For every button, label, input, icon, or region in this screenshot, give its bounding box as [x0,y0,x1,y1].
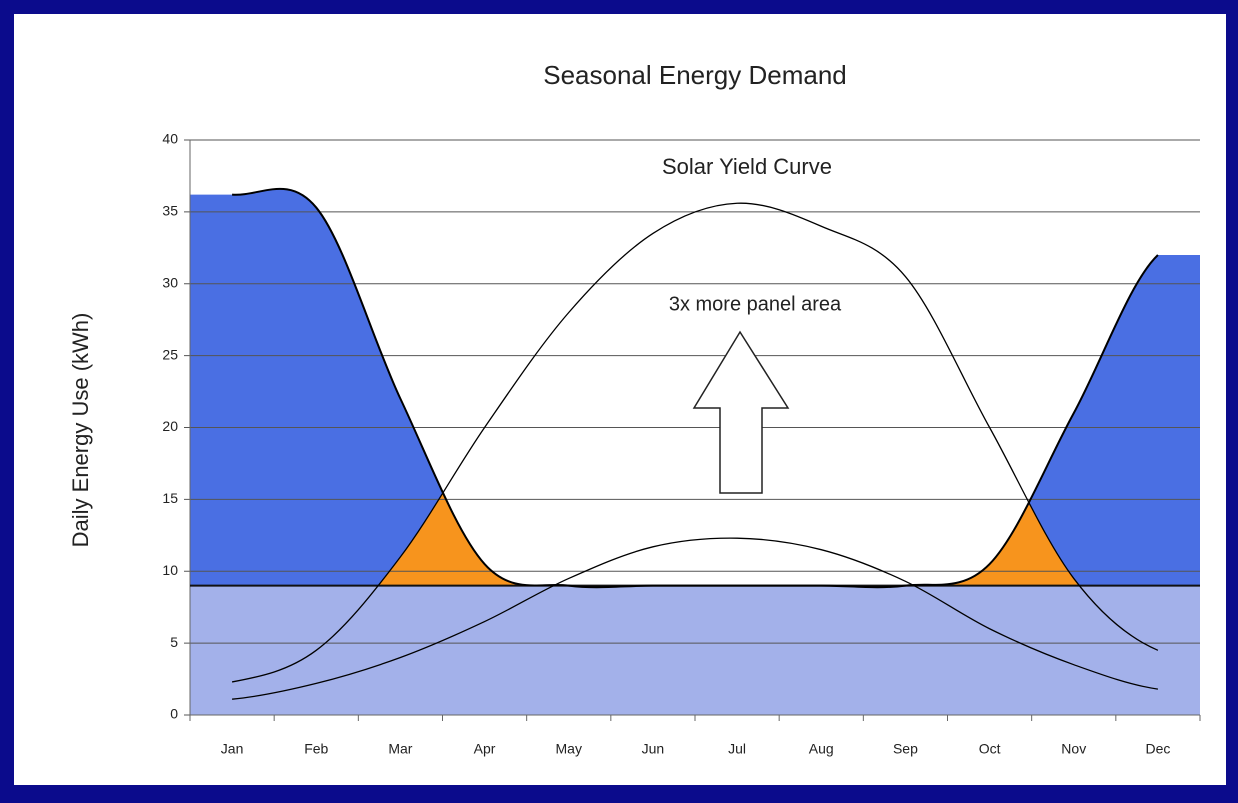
demand-line [232,187,1159,589]
base-load-area [190,585,1200,715]
x-tick-label: Dec [1145,741,1170,757]
solar-line [232,537,1159,700]
y-tick-label: 5 [170,634,178,650]
x-tick-label: Oct [979,741,1001,757]
annotation: 3x more panel area [669,293,842,315]
chart-title: Seasonal Energy Demand [543,60,847,90]
y-tick-label: 35 [162,203,178,219]
y-tick-label: 0 [170,706,178,722]
x-tick-label: May [556,741,582,757]
x-tick-label: Mar [388,741,412,757]
surplus-area [190,493,1200,586]
x-tick-label: Jan [221,741,244,757]
x-tick-label: Jun [642,741,665,757]
x-tick-label: Nov [1061,741,1086,757]
demand-area [190,188,1200,586]
x-tick-label: Apr [474,741,496,757]
y-axis-label: Daily Energy Use (kWh) [68,313,93,548]
y-tick-label: 30 [162,274,178,290]
solar-line [231,202,1159,683]
y-tick-label: 25 [162,346,178,362]
y-tick-label: 15 [162,490,178,506]
x-tick-label: Feb [304,741,328,757]
x-tick-label: Sep [893,741,918,757]
arrow [692,330,790,494]
y-tick-label: 10 [162,562,178,578]
annotation: Solar Yield Curve [662,154,832,179]
x-tick-label: Aug [809,741,834,757]
x-tick-label: Jul [728,741,746,757]
y-tick-label: 40 [162,131,178,147]
y-tick-label: 20 [162,418,178,434]
